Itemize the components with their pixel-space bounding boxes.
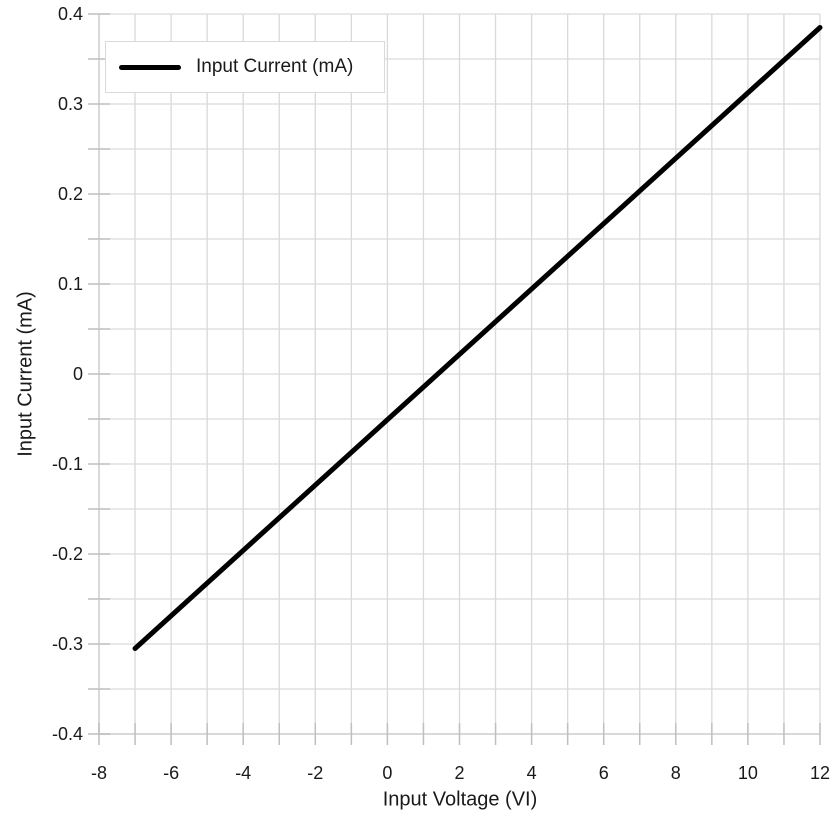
series-line bbox=[132, 25, 823, 651]
legend-line-swatch bbox=[119, 64, 181, 70]
x-axis-title: Input Voltage (VI) bbox=[382, 788, 538, 811]
x-tick-label: -8 bbox=[91, 763, 107, 783]
y-tick-label: -0.3 bbox=[52, 634, 83, 654]
y-tick-label: 0.2 bbox=[58, 184, 83, 204]
y-tick-label: 0.1 bbox=[58, 274, 83, 294]
x-tick-label: 12 bbox=[810, 763, 830, 783]
y-tick-label: -0.2 bbox=[52, 544, 83, 564]
x-tick-label: -4 bbox=[235, 763, 251, 783]
x-tick-label: -2 bbox=[307, 763, 323, 783]
legend-label: Input Current (mA) bbox=[196, 56, 354, 77]
x-tick-label: 0 bbox=[382, 763, 392, 783]
y-tick-label: 0 bbox=[73, 364, 83, 384]
y-tick-label: 0.4 bbox=[58, 4, 83, 24]
x-tick-label: -6 bbox=[163, 763, 179, 783]
legend: Input Current (mA) bbox=[105, 41, 385, 93]
y-tick-label: 0.3 bbox=[58, 94, 83, 114]
y-axis-title: Input Current (mA) bbox=[14, 291, 37, 457]
x-tick-label: 4 bbox=[527, 763, 537, 783]
x-tick-label: 8 bbox=[671, 763, 681, 783]
x-tick-label: 6 bbox=[599, 763, 609, 783]
x-tick-label: 10 bbox=[738, 763, 758, 783]
x-tick-label: 2 bbox=[454, 763, 464, 783]
y-tick-label: -0.4 bbox=[52, 724, 83, 744]
y-tick-label: -0.1 bbox=[52, 454, 83, 474]
